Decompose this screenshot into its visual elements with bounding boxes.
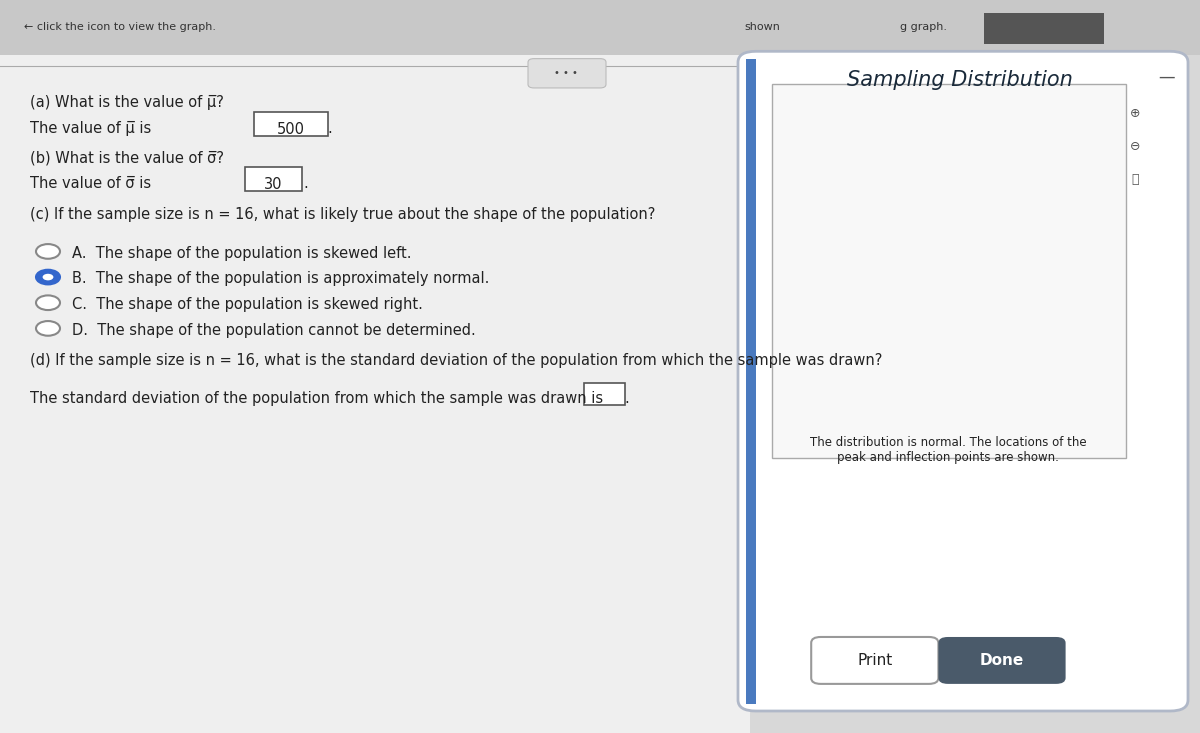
Text: B.  The shape of the population is approximately normal.: B. The shape of the population is approx… xyxy=(72,271,490,286)
Text: .: . xyxy=(624,391,629,405)
Text: The standard deviation of the population from which the sample was drawn is: The standard deviation of the population… xyxy=(30,391,607,405)
Text: .: . xyxy=(304,176,308,191)
Text: C.  The shape of the population is skewed right.: C. The shape of the population is skewed… xyxy=(72,297,422,312)
Text: The value of σ̅ is: The value of σ̅ is xyxy=(30,176,156,191)
Text: 30: 30 xyxy=(264,177,283,191)
Text: The value of μ̅ is: The value of μ̅ is xyxy=(30,121,156,136)
Text: Sampling Distribution: Sampling Distribution xyxy=(847,70,1073,89)
Text: (d) If the sample size is n = 16, what is the standard deviation of the populati: (d) If the sample size is n = 16, what i… xyxy=(30,353,882,368)
Text: g graph.: g graph. xyxy=(900,22,947,32)
Text: Print: Print xyxy=(857,653,893,668)
Text: ⊕: ⊕ xyxy=(1130,107,1140,120)
Text: D.  The shape of the population cannot be determined.: D. The shape of the population cannot be… xyxy=(72,323,475,337)
Text: .: . xyxy=(328,121,332,136)
Text: ⧉: ⧉ xyxy=(1132,173,1139,186)
Text: ← click the icon to view the graph.: ← click the icon to view the graph. xyxy=(24,22,216,32)
Text: ⊖: ⊖ xyxy=(1130,140,1140,153)
Text: (b) What is the value of σ̅?: (b) What is the value of σ̅? xyxy=(30,150,224,165)
Text: shown: shown xyxy=(744,22,780,32)
Text: A.  The shape of the population is skewed left.: A. The shape of the population is skewed… xyxy=(72,246,412,260)
Text: Done: Done xyxy=(980,653,1024,668)
Text: • • •: • • • xyxy=(554,68,578,78)
Text: (a) What is the value of μ̅?: (a) What is the value of μ̅? xyxy=(30,95,224,110)
Text: 500: 500 xyxy=(276,122,305,136)
Text: (c) If the sample size is n = 16, what is likely true about the shape of the pop: (c) If the sample size is n = 16, what i… xyxy=(30,207,655,221)
Text: —: — xyxy=(1158,68,1175,86)
Text: x: x xyxy=(1098,414,1105,427)
Text: The distribution is normal. The locations of the
peak and inflection points are : The distribution is normal. The location… xyxy=(810,436,1086,464)
